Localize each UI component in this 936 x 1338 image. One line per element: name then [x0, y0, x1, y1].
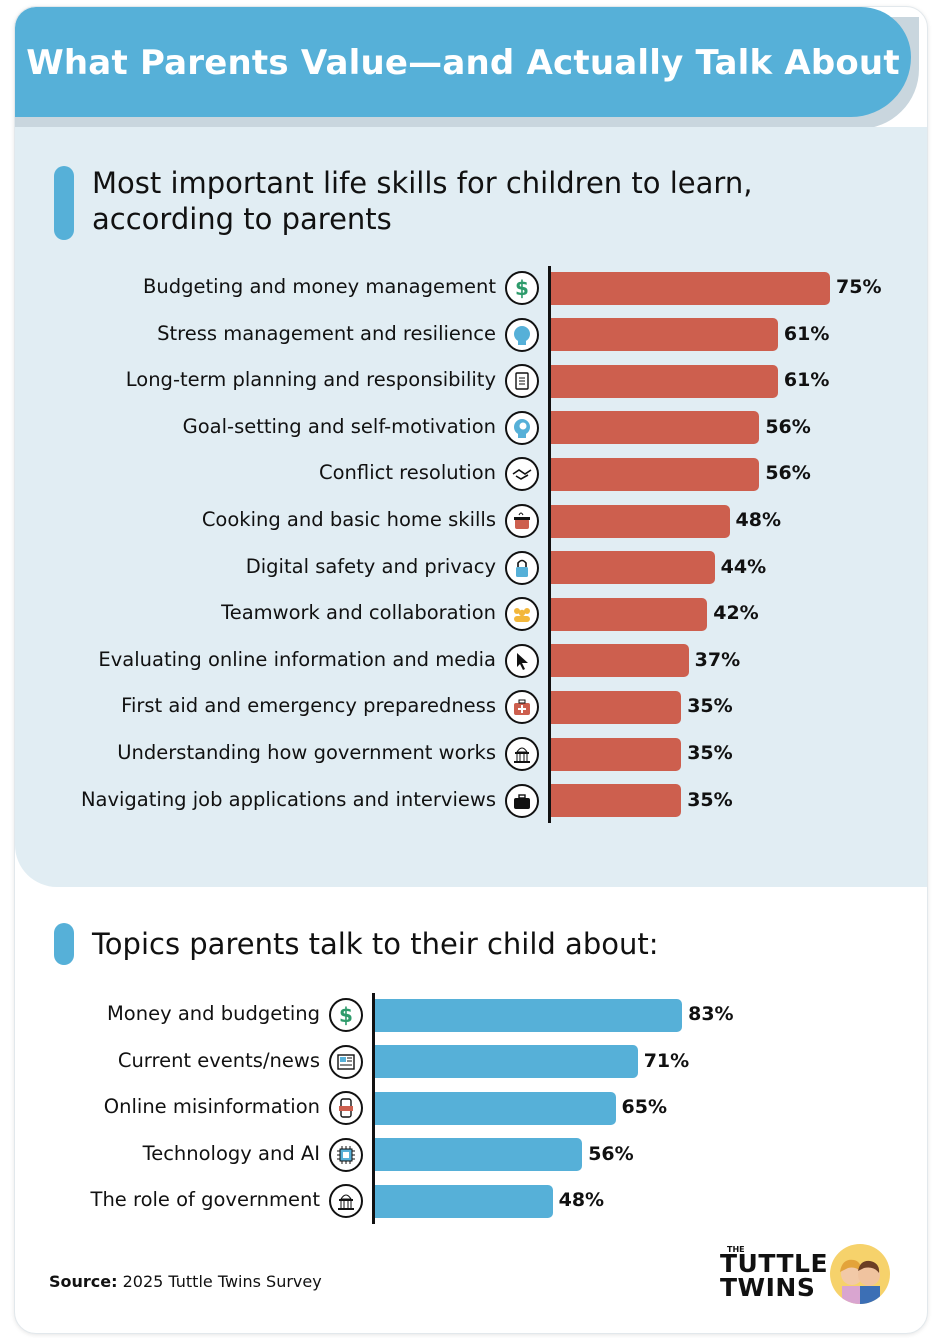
dollar-icon: $ [505, 271, 539, 305]
category-label: Evaluating online information and media [98, 647, 496, 671]
bar [551, 784, 682, 818]
pot-icon [505, 504, 539, 538]
category-label: Navigating job applications and intervie… [80, 787, 496, 811]
logo-the: THE [727, 1245, 745, 1254]
data-label: 35% [687, 695, 733, 718]
bar [375, 998, 683, 1032]
bar [375, 1184, 553, 1218]
bar [375, 1091, 616, 1125]
chip-icon [329, 1137, 363, 1172]
bar [551, 551, 715, 585]
capitol-icon [329, 1184, 363, 1219]
clipboard-icon [505, 364, 539, 399]
twins-illustration-icon [830, 1244, 890, 1304]
data-label: 37% [694, 648, 741, 671]
data-label: 48% [558, 1189, 605, 1212]
lock-icon [505, 550, 539, 585]
data-label: 44% [720, 555, 767, 578]
dollar-icon: $ [329, 998, 363, 1032]
bar [375, 1138, 583, 1172]
bar [551, 318, 778, 352]
category-label: Long-term planning and responsibility [125, 368, 496, 392]
svg-text:$: $ [339, 1003, 353, 1027]
bar [551, 457, 760, 491]
data-label: 56% [588, 1142, 634, 1165]
section2-title: Topics parents talk to their child about… [92, 927, 659, 961]
data-label: 61% [783, 369, 830, 392]
data-label: 48% [735, 509, 782, 531]
bar [551, 411, 760, 445]
category-label: Teamwork and collaboration [221, 601, 496, 625]
logo-line2: TWINS [720, 1273, 816, 1302]
logo-wordmark: TUTTLE TWINS [720, 1249, 829, 1302]
section1-title: Most important life skills for children … [92, 165, 752, 237]
data-label: 71% [643, 1049, 690, 1072]
bar [551, 690, 682, 724]
logo-line1: TUTTLE [720, 1249, 829, 1278]
page-title: What Parents Value—and Actually Talk Abo… [26, 43, 900, 83]
team-icon [505, 597, 539, 632]
category-label: Stress management and resilience [157, 321, 496, 345]
data-label: 83% [688, 1003, 734, 1025]
data-label: 56% [765, 462, 811, 485]
data-label: 61% [783, 322, 830, 345]
svg-text:$: $ [515, 276, 529, 300]
infographic-card: What Parents Value—and Actually Talk Abo… [14, 6, 928, 1334]
brain-icon [505, 410, 539, 445]
section-marker [54, 166, 74, 240]
chart-axis [548, 265, 551, 824]
section-marker [54, 923, 74, 965]
briefcase-icon [505, 783, 539, 818]
section1-title-line1: Most important life skills for children … [92, 166, 753, 200]
newspaper-icon [329, 1044, 363, 1079]
bar [551, 737, 682, 771]
data-label: 56% [765, 415, 811, 438]
category-label: Current events/news [117, 1048, 320, 1072]
category-label: Budgeting and money management [142, 275, 496, 298]
source-label: Source: [49, 1272, 118, 1291]
cursor-icon [505, 643, 539, 678]
head-icon [505, 317, 539, 352]
bar [375, 1045, 638, 1079]
source-note: Source: 2025 Tuttle Twins Survey [49, 1272, 322, 1291]
category-label: Goal-setting and self-motivation [182, 414, 496, 438]
data-label: 42% [713, 602, 759, 625]
bar [551, 644, 689, 678]
data-label: 35% [687, 742, 733, 764]
chart-axis [372, 992, 375, 1224]
fake-phone-icon [329, 1091, 363, 1126]
header-banner: What Parents Value—and Actually Talk Abo… [15, 7, 911, 117]
section1-title-line2: according to parents [92, 202, 392, 236]
category-label: The role of government [90, 1188, 320, 1212]
bar [551, 271, 830, 305]
capitol-icon [505, 737, 539, 771]
bar [551, 364, 778, 398]
category-label: Technology and AI [142, 1141, 320, 1165]
category-label: Money and budgeting [106, 1002, 320, 1025]
life-skills-panel [15, 127, 927, 887]
data-label: 65% [621, 1096, 667, 1119]
bar [551, 597, 708, 631]
category-label: Conflict resolution [319, 461, 496, 485]
category-label: First aid and emergency preparedness [121, 694, 496, 718]
handshake-icon [505, 457, 539, 492]
data-label: 75% [836, 276, 882, 298]
category-label: Cooking and basic home skills [201, 508, 496, 531]
first-aid-icon [505, 690, 539, 725]
source-text: 2025 Tuttle Twins Survey [117, 1272, 322, 1291]
category-label: Online misinformation [103, 1095, 320, 1119]
category-label: Digital safety and privacy [245, 554, 496, 578]
data-label: 35% [687, 788, 733, 811]
category-label: Understanding how government works [117, 741, 496, 764]
bar [551, 504, 730, 538]
